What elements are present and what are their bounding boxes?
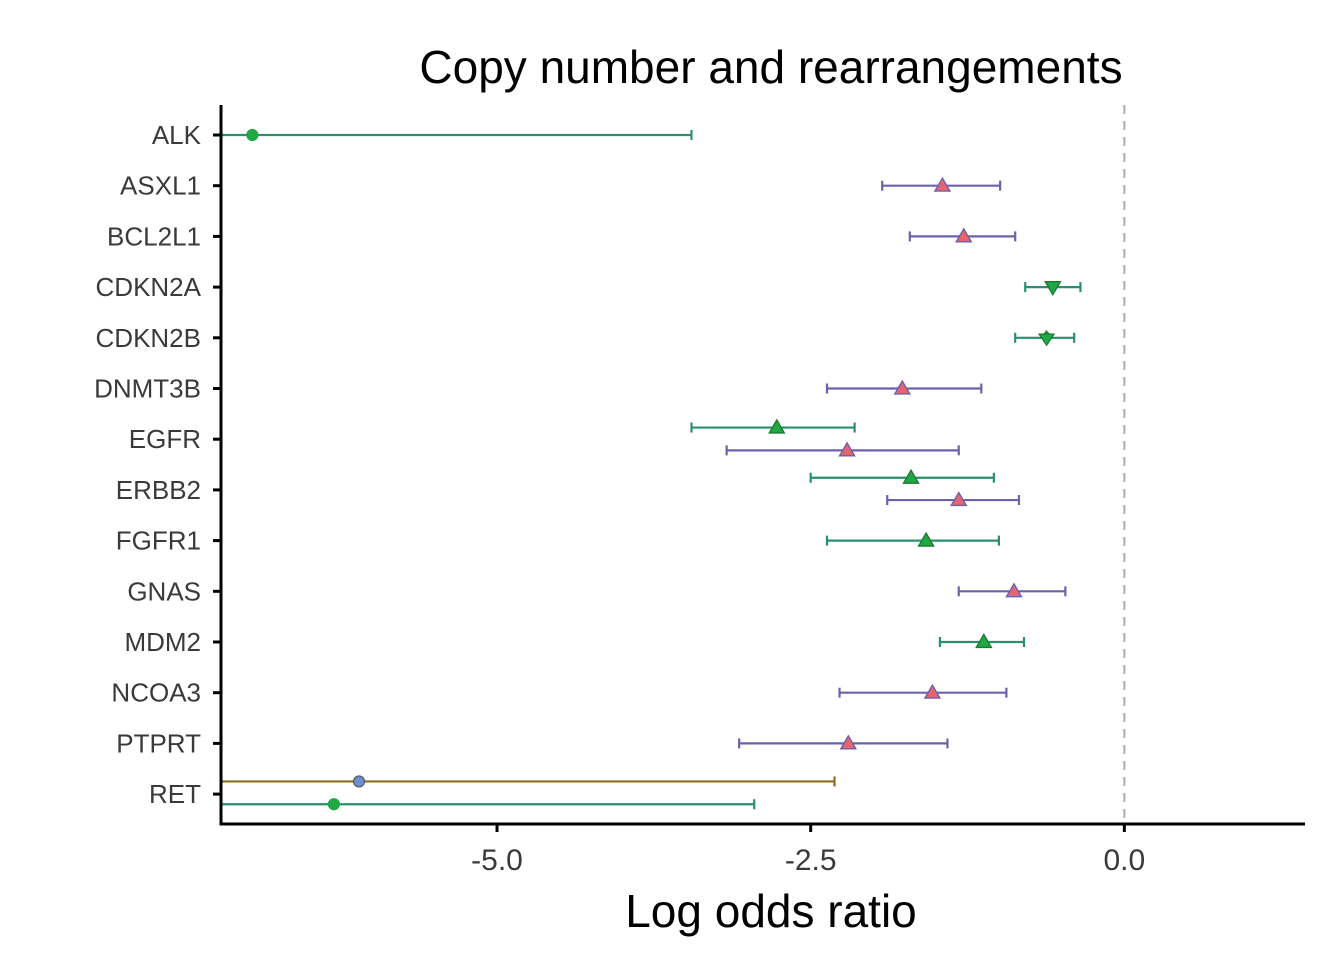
y-tick-label: ALK	[152, 120, 202, 150]
point-marker-erbb2	[950, 491, 968, 507]
chart-title: Copy number and rearrangements	[419, 41, 1122, 93]
point-marker-egfr	[768, 418, 786, 434]
y-tick-label: PTPRT	[116, 728, 201, 758]
point-marker-egfr	[838, 441, 856, 457]
y-tick-label: GNAS	[127, 576, 201, 606]
point-marker-alk	[246, 128, 259, 142]
y-tick-label: RET	[149, 779, 201, 809]
point-marker-bcl2l1	[955, 227, 973, 243]
y-tick-label: NCOA3	[111, 678, 201, 708]
x-axis-label: Log odds ratio	[625, 885, 917, 937]
y-tick-label: CDKN2A	[96, 272, 202, 302]
x-tick-label: 0.0	[1103, 844, 1145, 877]
y-tick-label: EGFR	[129, 424, 201, 454]
point-marker-ret	[327, 798, 341, 811]
y-axis-ticks: ALK ASXL1 BCL2L1 CDKN2A CDKN2B DNMT3B EGFR ERBB…	[94, 120, 221, 809]
point-marker-ret	[352, 775, 366, 788]
error-bars	[221, 130, 1082, 810]
y-tick-label: DNMT3B	[94, 374, 201, 404]
y-tick-label: BCL2L1	[107, 221, 201, 251]
point-marker-cdkn2b	[1037, 333, 1056, 347]
point-marker-ncoa3	[923, 683, 942, 699]
point-marker-fgfr1	[917, 531, 935, 547]
point-marker-cdkn2a	[1044, 281, 1062, 296]
point-marker-dnmt3b	[893, 379, 911, 395]
point-markers	[246, 128, 1062, 811]
x-axis-ticks: -5.0 -2.5 0.0	[471, 824, 1145, 877]
x-tick-label: -5.0	[471, 844, 523, 877]
point-marker-erbb2	[902, 468, 920, 484]
y-tick-label: ERBB2	[116, 475, 201, 505]
point-marker-ptprt	[839, 734, 858, 750]
y-tick-label: FGFR1	[116, 526, 201, 556]
y-tick-label: MDM2	[124, 627, 201, 657]
x-tick-label: -2.5	[785, 844, 837, 877]
y-tick-label: ASXL1	[120, 171, 201, 201]
point-marker-mdm2	[975, 633, 993, 649]
point-marker-gnas	[1005, 582, 1023, 598]
plot-area	[221, 105, 1126, 824]
y-tick-label: CDKN2B	[96, 323, 201, 353]
point-marker-asxl1	[933, 176, 952, 192]
